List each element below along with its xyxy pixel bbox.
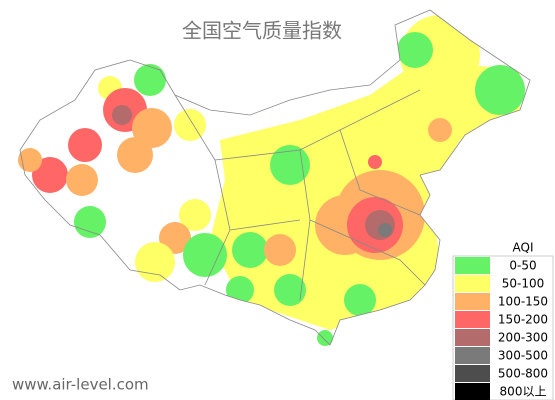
legend-label: 0-50 [509,259,536,273]
blob [66,164,98,196]
legend-swatch [455,257,490,274]
blob [183,233,227,277]
aqi-field [210,15,525,330]
blob [179,199,211,231]
legend-swatch [455,347,490,364]
blob [32,157,68,193]
blob [68,128,102,162]
legend-title: AQI [513,241,534,255]
blob [112,105,132,125]
title: 全国空气质量指数 [182,19,342,43]
legend-swatch [455,275,490,292]
legend-label: 50-100 [502,277,545,291]
blob [74,206,106,238]
legend: AQI 0-50 50-100 100-150 150-200 200-300 300-5… [452,241,554,400]
legend-label: 150-200 [498,313,548,327]
legend-label: 300-500 [498,349,548,363]
province-border [174,89,426,301]
watermark: www.air-level.com [12,376,149,394]
map [18,9,531,346]
border [19,9,531,346]
legend-label: 200-300 [498,331,548,345]
legend-swatch [455,365,490,382]
legend-swatch [455,329,490,346]
legend-swatch [455,293,490,310]
blob [135,242,175,282]
legend-label: 800以上 [500,385,547,399]
legend-swatch [455,383,490,400]
blob [317,330,333,346]
blob [18,148,42,172]
blob [117,137,153,173]
blob [174,109,206,141]
blob [134,64,166,96]
legend-label: 500-800 [498,367,548,381]
blob [132,108,172,148]
legend-swatch [455,311,490,328]
legend-label: 100-150 [498,295,548,309]
